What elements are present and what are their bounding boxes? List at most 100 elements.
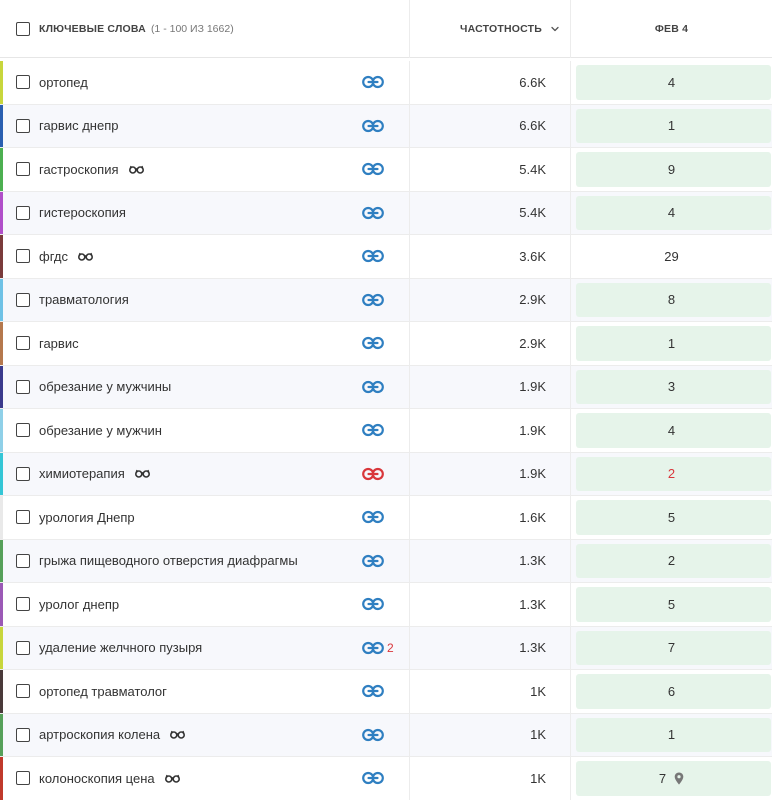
position-cell[interactable]: 7: [571, 627, 772, 670]
url-link[interactable]: [362, 757, 384, 800]
url-link[interactable]: [362, 583, 384, 626]
row-checkbox[interactable]: [16, 640, 30, 655]
url-link[interactable]: [362, 496, 384, 539]
row-checkbox[interactable]: [16, 727, 30, 742]
link-icon[interactable]: [362, 249, 384, 263]
table-row[interactable]: гастроскопия 5.4K 9: [0, 148, 772, 192]
position-cell[interactable]: 7: [571, 757, 772, 800]
table-row[interactable]: артроскопия колена 1K 1: [0, 713, 772, 757]
url-link[interactable]: [362, 670, 384, 713]
frequency-column-header[interactable]: ЧАСТОТНОСТЬ: [410, 0, 571, 58]
date-header-label[interactable]: ФЕВ 4: [654, 23, 689, 35]
date-column-header[interactable]: ФЕВ 4: [571, 0, 772, 58]
glasses-icon[interactable]: [170, 730, 186, 740]
row-checkbox[interactable]: [16, 510, 30, 525]
link-icon[interactable]: [362, 119, 384, 133]
row-checkbox[interactable]: [16, 162, 30, 177]
row-checkbox[interactable]: [16, 292, 30, 307]
position-cell[interactable]: 1: [571, 322, 772, 365]
table-row[interactable]: удаление желчного пузыря 2 1.3K 7: [0, 626, 772, 670]
row-checkbox[interactable]: [16, 75, 30, 90]
row-checkbox[interactable]: [16, 205, 30, 220]
table-row[interactable]: фгдс 3.6K 29: [0, 235, 772, 279]
link-icon[interactable]: [362, 641, 384, 655]
position-cell[interactable]: 29: [571, 235, 772, 278]
row-checkbox[interactable]: [16, 466, 30, 481]
position-cell[interactable]: 9: [571, 148, 772, 191]
keyword-text[interactable]: гастроскопия: [39, 161, 119, 177]
link-icon[interactable]: [362, 75, 384, 89]
keyword-text[interactable]: урология Днепр: [39, 509, 135, 525]
link-icon[interactable]: [362, 423, 384, 437]
link-icon[interactable]: [362, 162, 384, 176]
keyword-text[interactable]: травматология: [39, 292, 129, 308]
keyword-text[interactable]: обрезание у мужчины: [39, 379, 172, 395]
row-checkbox[interactable]: [16, 684, 30, 699]
position-cell[interactable]: 2: [571, 540, 772, 583]
url-link[interactable]: [362, 105, 384, 148]
table-row[interactable]: гарвис 2.9K 1: [0, 322, 772, 366]
keyword-text[interactable]: уролог днепр: [39, 596, 120, 612]
keyword-text[interactable]: удаление желчного пузыря: [39, 640, 203, 656]
keyword-text[interactable]: ортопед травматолог: [39, 683, 167, 699]
url-link[interactable]: [362, 409, 384, 452]
url-link[interactable]: [362, 235, 384, 278]
link-icon[interactable]: [362, 206, 384, 220]
keyword-text[interactable]: гистероскопия: [39, 205, 126, 221]
position-cell[interactable]: 2: [571, 453, 772, 496]
table-row[interactable]: уролог днепр 1.3K 5: [0, 583, 772, 627]
url-link[interactable]: [362, 61, 384, 104]
row-checkbox[interactable]: [16, 597, 30, 612]
keyword-text[interactable]: химиотерапия: [39, 466, 125, 482]
link-icon[interactable]: [362, 293, 384, 307]
chevron-down-icon[interactable]: [550, 24, 560, 34]
glasses-icon[interactable]: [128, 165, 144, 174]
table-row[interactable]: обрезание у мужчины 1.9K 3: [0, 365, 772, 409]
row-checkbox[interactable]: [16, 118, 30, 133]
glasses-icon[interactable]: [164, 774, 180, 783]
row-checkbox[interactable]: [16, 249, 30, 264]
url-link[interactable]: [362, 453, 384, 496]
url-link[interactable]: [362, 366, 384, 409]
keyword-text[interactable]: артроскопия колена: [39, 727, 161, 743]
position-cell[interactable]: 1: [571, 714, 772, 757]
position-cell[interactable]: 5: [571, 496, 772, 539]
row-checkbox[interactable]: [16, 553, 30, 568]
keyword-text[interactable]: грыжа пищеводного отверстия диафрагмы: [39, 553, 298, 569]
url-link[interactable]: [362, 714, 384, 757]
position-cell[interactable]: 5: [571, 583, 772, 626]
map-pin-icon[interactable]: [674, 772, 684, 785]
table-row[interactable]: ортопед травматолог 1K 6: [0, 670, 772, 714]
keyword-text[interactable]: гарвис днепр: [39, 118, 119, 134]
url-link[interactable]: [362, 540, 384, 583]
url-link[interactable]: [362, 322, 384, 365]
position-cell[interactable]: 4: [571, 61, 772, 104]
table-row[interactable]: ортопед 6.6K 4: [0, 61, 772, 105]
link-icon[interactable]: [362, 728, 384, 742]
table-row[interactable]: грыжа пищеводного отверстия диафрагмы 1.…: [0, 539, 772, 583]
position-cell[interactable]: 4: [571, 409, 772, 452]
row-checkbox[interactable]: [16, 379, 30, 394]
position-cell[interactable]: 3: [571, 366, 772, 409]
keyword-text[interactable]: колоноскопия цена: [39, 770, 155, 786]
table-row[interactable]: химиотерапия 1.9K 2: [0, 452, 772, 496]
position-cell[interactable]: 6: [571, 670, 772, 713]
keyword-text[interactable]: фгдс: [39, 248, 68, 264]
position-cell[interactable]: 1: [571, 105, 772, 148]
link-icon[interactable]: [362, 771, 384, 785]
glasses-icon[interactable]: [134, 469, 150, 479]
keyword-text[interactable]: обрезание у мужчин: [39, 422, 162, 438]
table-row[interactable]: гарвис днепр 6.6K 1: [0, 104, 772, 148]
position-cell[interactable]: 8: [571, 279, 772, 322]
keyword-text[interactable]: гарвис: [39, 335, 79, 351]
link-icon[interactable]: [362, 597, 384, 611]
keyword-text[interactable]: ортопед: [39, 74, 88, 90]
link-icon[interactable]: [362, 510, 384, 524]
link-icon[interactable]: [362, 336, 384, 350]
frequency-header-label[interactable]: ЧАСТОТНОСТЬ: [460, 23, 542, 35]
table-row[interactable]: колоноскопия цена 1K 7: [0, 757, 772, 800]
url-link[interactable]: [362, 148, 384, 191]
link-icon[interactable]: [362, 684, 384, 698]
table-row[interactable]: травматология 2.9K 8: [0, 278, 772, 322]
position-cell[interactable]: 4: [571, 192, 772, 235]
